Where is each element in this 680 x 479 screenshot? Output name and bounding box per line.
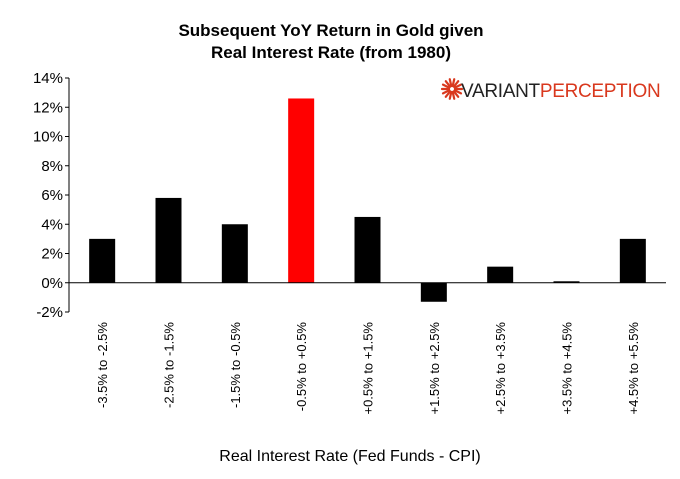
x-tick-label: -1.5% to -0.5% [228,322,243,408]
bar [553,281,580,283]
y-tick-label: 8% [41,158,63,175]
starburst-ray [444,80,452,88]
y-tick-label: 12% [33,99,63,116]
x-tick-label: -2.5% to -1.5% [162,322,177,408]
y-tick-label: 6% [41,187,63,204]
x-tick-label: +3.5% to +4.5% [560,322,575,415]
starburst-ray [453,83,463,89]
y-tick-label: 10% [33,129,63,146]
bar [354,216,381,283]
brand-logo: VARIANTPERCEPTION [440,78,661,102]
starburst-ray [444,90,452,98]
bar [155,197,182,283]
starburst-ray [451,90,456,100]
bar [619,238,646,283]
x-tick-label: -3.5% to -2.5% [95,322,110,408]
x-tick-label: +2.5% to +3.5% [493,322,508,415]
y-tick-label: 4% [41,216,63,233]
x-tick-label: -0.5% to +0.5% [294,322,309,412]
y-tick-label: 14% [33,70,63,87]
brand-part2: PERCEPTION [540,81,661,102]
bars [89,98,646,302]
x-axis-tick-labels: -3.5% to -2.5% -2.5% to -1.5% -1.5% to -0.… [95,322,641,415]
y-tick-label: 0% [41,275,63,292]
brand-part1: VARIANT [461,81,541,102]
bar [89,238,116,283]
starburst-ray [452,80,460,88]
bar [221,224,248,283]
x-axis-label: Real Interest Rate (Fed Funds - CPI) [219,448,480,465]
chart-subtitle: Real Interest Rate (from 1980) [211,43,451,62]
starburst-ray [448,78,453,88]
y-tick-label: 2% [41,246,63,263]
starburst-ray [441,89,451,95]
x-tick-label: +0.5% to +1.5% [361,322,376,415]
bar [288,98,315,283]
brand-text: VARIANTPERCEPTION [461,81,660,102]
bar [487,266,514,283]
starburst-ray [448,90,453,100]
bar [420,282,447,302]
y-axis-ticks [65,77,69,313]
x-tick-label: +1.5% to +2.5% [427,322,442,415]
x-tick-label: +4.5% to +5.5% [626,322,641,415]
starburst-ray [452,90,460,98]
starburst-logo-icon [440,78,464,100]
y-axis-tick-labels: -2% 0% 2% 4% 6% 8% 10% 12% 14% [33,70,63,321]
starburst-ray [453,89,463,95]
y-tick-label: -2% [36,304,63,321]
starburst-ray [441,83,451,89]
chart-title: Subsequent YoY Return in Gold given [178,21,483,40]
starburst-ray [451,78,456,88]
